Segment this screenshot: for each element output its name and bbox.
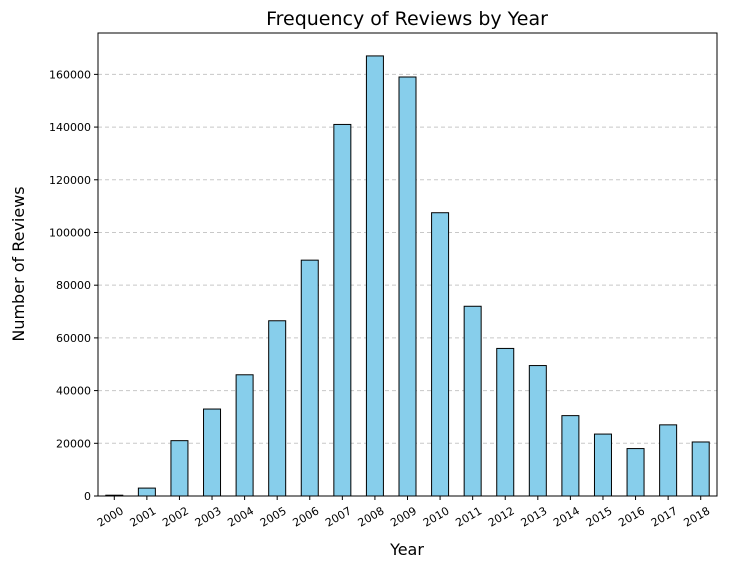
bar-2008 bbox=[365, 55, 384, 497]
x-tick-label: 2018 bbox=[681, 504, 712, 529]
x-axis-ticks: 2000 2001 2002 2003 2004 2005 2006 2007 2008 2009… bbox=[95, 496, 712, 530]
y-tick-label: 120000 bbox=[49, 174, 91, 187]
bar-2017 bbox=[659, 424, 678, 497]
x-axis-title: Year bbox=[389, 540, 424, 559]
bar-2001 bbox=[137, 487, 156, 497]
bar-2007 bbox=[333, 123, 352, 497]
bar-2006 bbox=[300, 259, 319, 497]
y-tick-label: 160000 bbox=[49, 68, 91, 81]
y-tick-label: 100000 bbox=[49, 226, 91, 239]
bar-2018 bbox=[691, 441, 710, 497]
bar-2012 bbox=[496, 347, 515, 497]
y-tick-label: 0 bbox=[84, 490, 91, 503]
x-tick-label: 2008 bbox=[356, 504, 387, 529]
bars bbox=[105, 55, 710, 497]
x-tick-label: 2017 bbox=[649, 504, 680, 529]
x-tick-label: 2011 bbox=[453, 504, 484, 529]
x-tick-label: 2015 bbox=[584, 504, 615, 529]
x-tick-label: 2013 bbox=[519, 504, 550, 529]
bar-2011 bbox=[463, 305, 482, 497]
x-tick-label: 2000 bbox=[95, 504, 126, 529]
y-axis-title: Number of Reviews bbox=[9, 186, 28, 341]
x-tick-label: 2012 bbox=[486, 504, 517, 529]
x-tick-label: 2014 bbox=[551, 504, 582, 529]
x-tick-label: 2002 bbox=[160, 504, 191, 529]
chart-title: Frequency of Reviews by Year bbox=[266, 8, 548, 30]
bar-2003 bbox=[203, 408, 222, 497]
x-tick-label: 2016 bbox=[616, 504, 647, 529]
y-tick-label: 140000 bbox=[49, 121, 91, 134]
x-tick-label: 2003 bbox=[193, 504, 224, 529]
bar-2005 bbox=[268, 320, 287, 497]
x-tick-label: 2006 bbox=[291, 504, 322, 529]
bar-2015 bbox=[593, 433, 612, 497]
y-tick-label: 80000 bbox=[56, 279, 91, 292]
y-axis-ticks: 0 20000 40000 60000 80000 100000 120000 140000 1… bbox=[49, 68, 98, 503]
x-tick-label: 2007 bbox=[323, 504, 354, 529]
y-tick-label: 60000 bbox=[56, 332, 91, 345]
x-tick-label: 2009 bbox=[388, 504, 419, 529]
bar-2002 bbox=[170, 440, 189, 497]
bar-2004 bbox=[235, 374, 254, 497]
y-tick-label: 20000 bbox=[56, 437, 91, 450]
x-tick-label: 2005 bbox=[258, 504, 289, 529]
x-tick-label: 2010 bbox=[421, 504, 452, 529]
x-tick-label: 2004 bbox=[225, 504, 256, 529]
bar-2014 bbox=[561, 415, 580, 497]
bar-2013 bbox=[528, 365, 547, 497]
bar-2010 bbox=[431, 212, 450, 497]
bar-2016 bbox=[626, 448, 645, 497]
bar-2009 bbox=[398, 76, 417, 497]
y-tick-label: 40000 bbox=[56, 385, 91, 398]
x-tick-label: 2001 bbox=[128, 504, 159, 529]
